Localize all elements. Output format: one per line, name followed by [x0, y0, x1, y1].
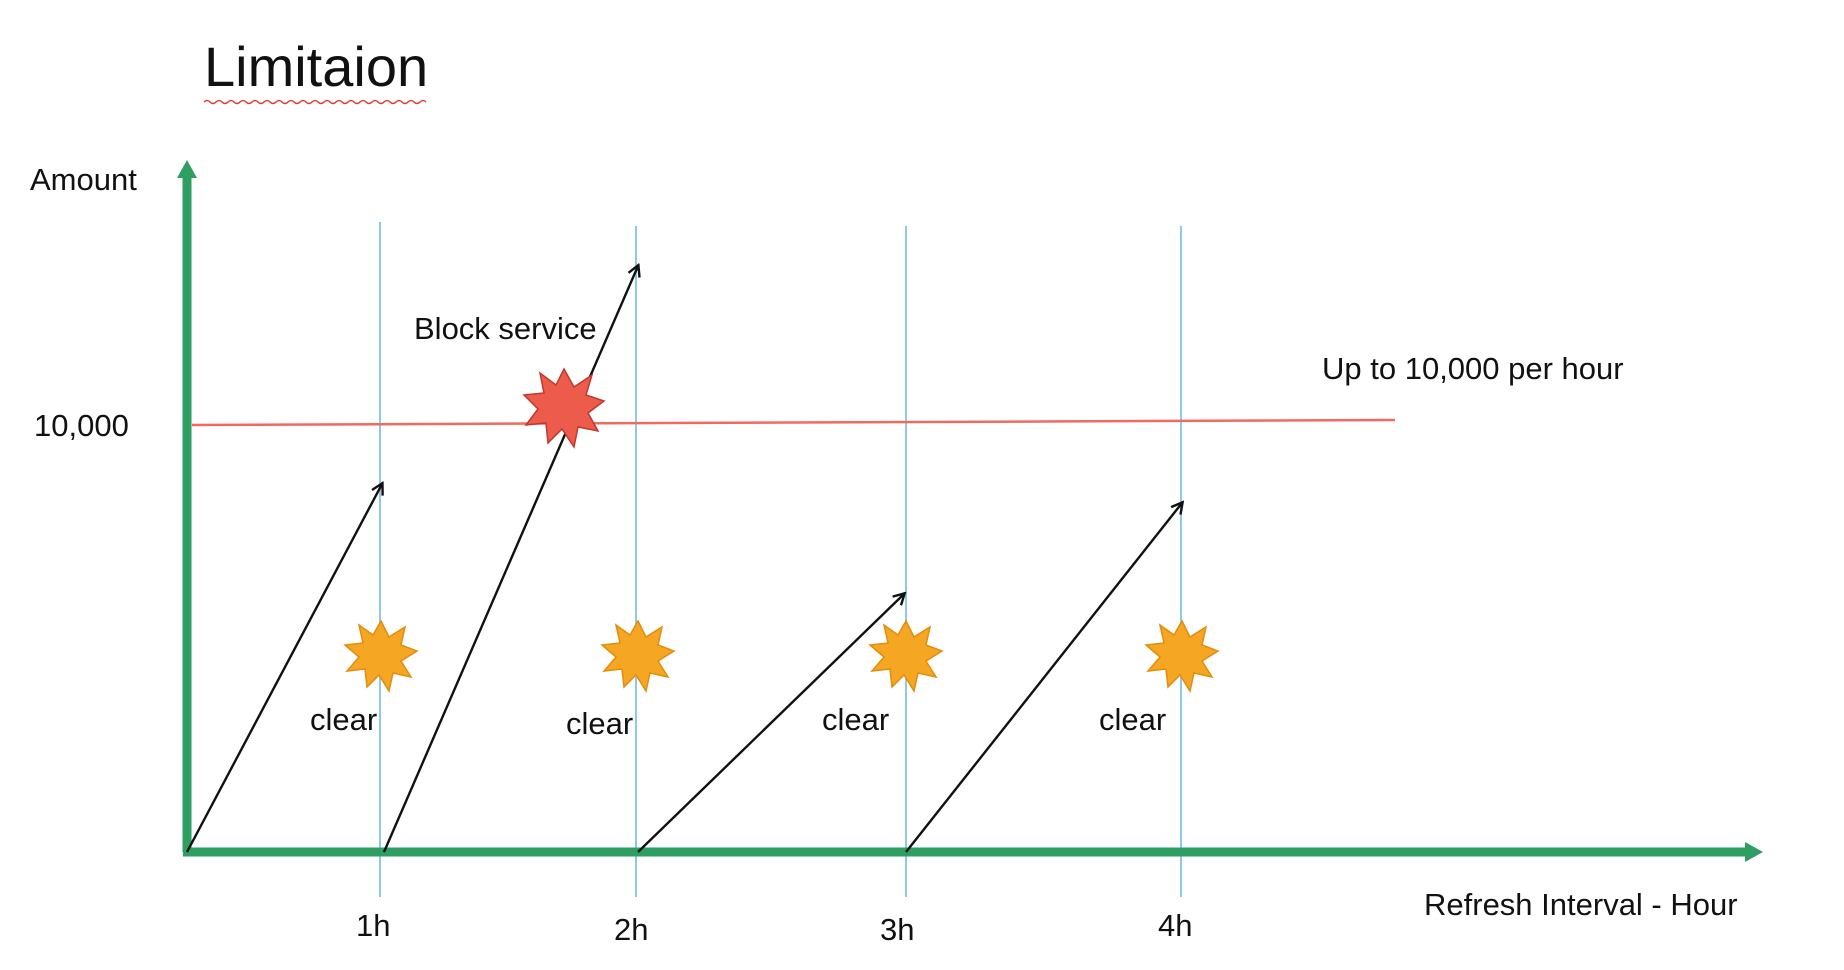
limit-line — [191, 418, 1396, 427]
x-axis-arrowhead — [1745, 842, 1763, 862]
starburst-icon — [1144, 619, 1220, 693]
clear-label-2: clear — [566, 706, 633, 741]
growth-arrow-1 — [185, 484, 382, 853]
growth-arrow-3 — [637, 594, 904, 853]
clear-label-3: clear — [822, 702, 889, 737]
starburst-icon — [343, 619, 419, 693]
explosion-icon — [522, 367, 606, 449]
growth-arrow-2 — [382, 266, 638, 853]
limit-label: Up to 10,000 per hour — [1322, 351, 1624, 386]
starburst-icon — [600, 619, 676, 693]
clear-burst-shape-2 — [600, 619, 676, 693]
block-service-label: Block service — [414, 311, 597, 346]
x-tick-2h: 2h — [614, 912, 648, 947]
starburst-icon — [868, 619, 944, 693]
clear-burst-shape-1 — [343, 619, 419, 693]
spellcheck-underline — [203, 99, 427, 105]
clear-burst-shape-3 — [868, 619, 944, 693]
growth-arrow-4 — [905, 503, 1182, 853]
clear-label-1: clear — [310, 702, 377, 737]
x-axis-label: Refresh Interval - Hour — [1424, 887, 1738, 922]
diagram-title: Limitaion — [204, 35, 428, 98]
block-burst-shape — [522, 367, 606, 449]
y-axis-label: Amount — [30, 162, 137, 197]
x-tick-3h: 3h — [880, 912, 914, 947]
x-tick-4h: 4h — [1158, 908, 1192, 943]
y-axis-arrowhead — [177, 160, 197, 178]
x-tick-1h: 1h — [356, 908, 390, 943]
clear-label-4: clear — [1099, 702, 1166, 737]
clear-burst-shape-4 — [1144, 619, 1220, 693]
y-tick-10000: 10,000 — [34, 408, 129, 443]
